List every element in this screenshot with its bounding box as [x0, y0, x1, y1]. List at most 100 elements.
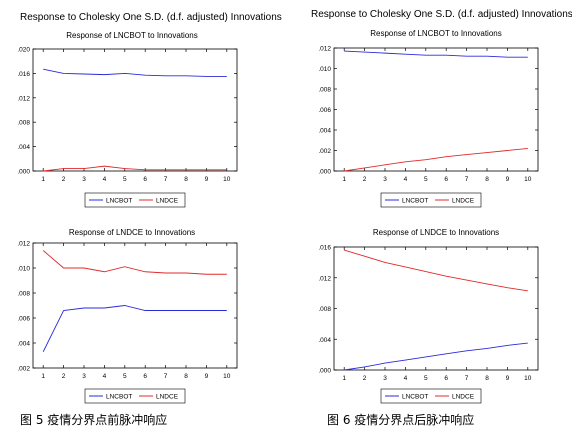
legend-label-lndce: LNDCE: [156, 394, 179, 401]
x-tick-label: 9: [506, 176, 510, 183]
chart-title: Response of LNCBOT to Innovations: [370, 29, 501, 38]
left-figure-title: Response to Cholesky One S.D. (d.f. adju…: [20, 12, 282, 23]
plot-frame: [32, 48, 238, 172]
right-figure-title: Response to Cholesky One S.D. (d.f. adju…: [311, 9, 572, 20]
legend-label-lncbot: LNCBOT: [106, 394, 132, 401]
x-tick-label: 1: [41, 176, 45, 183]
chart-3: Response of LNDCE to Innovations .012 .010…: [17, 228, 238, 404]
x-tick-label: 1: [41, 373, 45, 380]
x-tick-label: 8: [485, 375, 489, 382]
x-tick-label: 6: [143, 176, 147, 183]
y-tick-label: .006: [17, 316, 30, 323]
x-tick-label: 7: [465, 375, 469, 382]
x-tick-label: 7: [164, 373, 168, 380]
x-tick-label: 4: [103, 176, 107, 183]
x-tick-label: 10: [223, 176, 231, 183]
x-tick-label: 3: [383, 176, 387, 183]
y-tick-label: .004: [318, 337, 331, 344]
x-tick-label: 6: [444, 176, 448, 183]
x-tick-label: 10: [524, 176, 532, 183]
x-tick-label: 9: [205, 373, 209, 380]
charts-layer: Response of LNCBOT to Innovations .020 .01…: [17, 29, 539, 404]
chart-2: Response of LNCBOT to Innovations .012 .01…: [318, 29, 539, 208]
chart-1: Response of LNCBOT to Innovations .020 .01…: [17, 31, 238, 208]
legend-label-lndce: LNDCE: [452, 198, 475, 205]
series-line-lndce: [344, 148, 528, 172]
x-tick-label: 7: [465, 176, 469, 183]
series-line-lndce: [344, 249, 528, 292]
legend-box: [380, 192, 482, 208]
x-tick-label: 9: [506, 375, 510, 382]
y-tick-label: .012: [318, 46, 331, 53]
series-line-lncbot: [42, 305, 227, 352]
y-tick-label: .002: [318, 148, 331, 155]
legend-label-lncbot: LNCBOT: [402, 394, 428, 401]
y-tick-label: .002: [17, 366, 30, 373]
plot-frame: [32, 242, 238, 369]
series-line-lncbot: [344, 50, 528, 58]
y-tick-label: .008: [17, 120, 30, 127]
right-caption: 图 6 疫情分界点后脉冲响应: [327, 412, 474, 427]
x-tick-label: 6: [143, 373, 147, 380]
y-tick-label: .008: [318, 306, 331, 313]
y-tick-label: .016: [17, 71, 30, 78]
y-tick-label: .020: [17, 47, 30, 54]
y-tick-label: .000: [318, 169, 331, 176]
chart-title: Response of LNDCE to Innovations: [373, 228, 499, 237]
y-tick-label: .008: [17, 291, 30, 298]
y-tick-label: .000: [17, 169, 30, 176]
y-tick-label: .010: [318, 66, 331, 73]
legend-box: [84, 192, 186, 208]
y-tick-label: .004: [318, 128, 331, 135]
x-tick-label: 4: [404, 375, 408, 382]
x-tick-label: 7: [164, 176, 168, 183]
x-tick-label: 2: [363, 176, 367, 183]
x-tick-label: 6: [444, 375, 448, 382]
x-tick-label: 5: [424, 375, 428, 382]
legend-label-lndce: LNDCE: [156, 198, 179, 205]
y-tick-label: .012: [17, 241, 30, 248]
x-tick-label: 4: [103, 373, 107, 380]
x-tick-label: 3: [383, 375, 387, 382]
x-tick-label: 1: [342, 375, 346, 382]
x-tick-label: 8: [485, 176, 489, 183]
legend-label-lncbot: LNCBOT: [402, 198, 428, 205]
legend-label-lndce: LNDCE: [452, 394, 475, 401]
x-tick-label: 2: [363, 375, 367, 382]
chart-4: Response of LNDCE to Innovations .016 .012…: [318, 228, 539, 404]
x-tick-label: 1: [342, 176, 346, 183]
x-tick-label: 5: [123, 176, 127, 183]
chart-legend: LNCBOT LNDCE: [84, 192, 186, 208]
x-tick-label: 4: [404, 176, 408, 183]
legend-label-lncbot: LNCBOT: [106, 198, 132, 205]
chart-legend: LNCBOT LNDCE: [380, 192, 482, 208]
y-tick-label: .010: [17, 266, 30, 273]
left-caption: 图 5 疫情分界点前脉冲响应: [20, 412, 167, 427]
chart-title: Response of LNCBOT to Innovations: [66, 31, 197, 40]
y-tick-label: .006: [318, 107, 331, 114]
y-tick-label: .008: [318, 87, 331, 94]
x-tick-label: 9: [205, 176, 209, 183]
x-tick-label: 8: [184, 176, 188, 183]
x-tick-label: 3: [82, 373, 86, 380]
x-tick-label: 10: [223, 373, 231, 380]
chart-title: Response of LNDCE to Innovations: [69, 228, 195, 237]
y-tick-label: .012: [318, 275, 331, 282]
y-tick-label: .016: [318, 245, 331, 252]
chart-legend: LNCBOT LNDCE: [380, 388, 482, 404]
series-line-lncbot: [43, 68, 227, 77]
legend-box: [84, 388, 186, 404]
y-tick-label: .004: [17, 341, 30, 348]
legend-box: [380, 388, 482, 404]
chart-legend: LNCBOT LNDCE: [84, 388, 186, 404]
x-tick-label: 2: [62, 373, 66, 380]
x-tick-label: 10: [524, 375, 532, 382]
series-line-lndce: [43, 165, 227, 172]
plot-frame: [333, 246, 539, 371]
x-tick-label: 3: [82, 176, 86, 183]
x-tick-label: 5: [123, 373, 127, 380]
series-line-lncbot: [344, 342, 528, 371]
y-tick-label: .012: [17, 95, 30, 102]
plot-frame: [333, 47, 539, 172]
